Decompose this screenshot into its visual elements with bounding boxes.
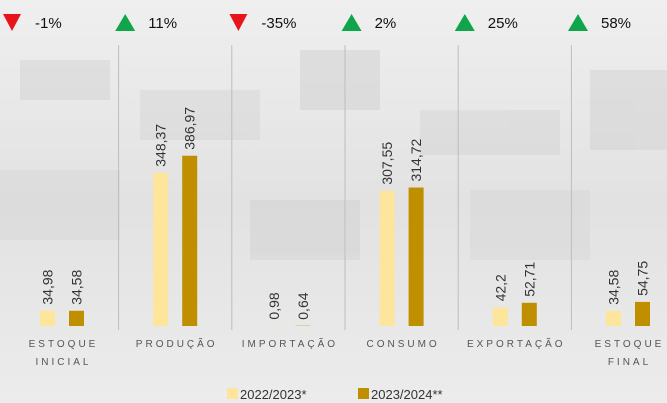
change-label: -35% <box>261 15 296 32</box>
x-tick-label: ESTOQUE <box>29 339 99 350</box>
change-label: 25% <box>488 15 518 32</box>
change-label: 2% <box>375 15 397 32</box>
x-tick-label: INICIAL <box>35 357 91 368</box>
bar <box>153 172 169 326</box>
x-tick-label: IMPORTAÇÃO <box>242 337 338 350</box>
x-tick-label: FINAL <box>608 357 651 368</box>
x-tick-label: ESTOQUE <box>595 339 665 350</box>
legend-label: 2023/2024** <box>371 387 443 402</box>
change-indicator <box>341 14 362 31</box>
bar <box>69 310 84 326</box>
legend-swatch <box>358 388 369 399</box>
value-label: 34,58 <box>69 270 85 305</box>
value-label: 386,97 <box>182 107 198 150</box>
value-label: 348,37 <box>153 124 169 167</box>
x-tick-label: PRODUÇÃO <box>136 337 218 350</box>
background-photo <box>0 50 667 260</box>
bar <box>521 302 537 326</box>
value-label: 314,72 <box>408 138 424 181</box>
value-label: 0,64 <box>295 292 311 319</box>
change-label: 58% <box>601 15 631 32</box>
change-indicator <box>229 14 248 31</box>
change-label: -1% <box>35 15 62 32</box>
bar <box>408 187 424 326</box>
value-label: 34,98 <box>40 269 56 304</box>
change-indicator <box>115 14 136 31</box>
value-label: 0,98 <box>266 292 282 319</box>
change-indicator <box>454 14 475 31</box>
bar <box>492 307 508 326</box>
bar <box>182 155 198 326</box>
value-label: 42,2 <box>492 274 508 301</box>
x-tick-label: EXPORTAÇÃO <box>467 337 566 350</box>
bar <box>635 301 650 326</box>
bar <box>606 310 621 326</box>
legend-label: 2022/2023* <box>240 387 307 402</box>
change-indicator <box>568 14 588 31</box>
value-label: 34,58 <box>606 270 622 305</box>
change-indicator <box>3 14 21 31</box>
bar <box>40 310 55 326</box>
value-label: 54,75 <box>635 261 651 296</box>
value-label: 52,71 <box>521 262 537 297</box>
legend-swatch <box>227 388 238 399</box>
bar <box>379 190 395 326</box>
change-label: 11% <box>148 15 177 32</box>
x-tick-label: CONSUMO <box>366 339 439 350</box>
value-label: 307,55 <box>379 142 395 185</box>
